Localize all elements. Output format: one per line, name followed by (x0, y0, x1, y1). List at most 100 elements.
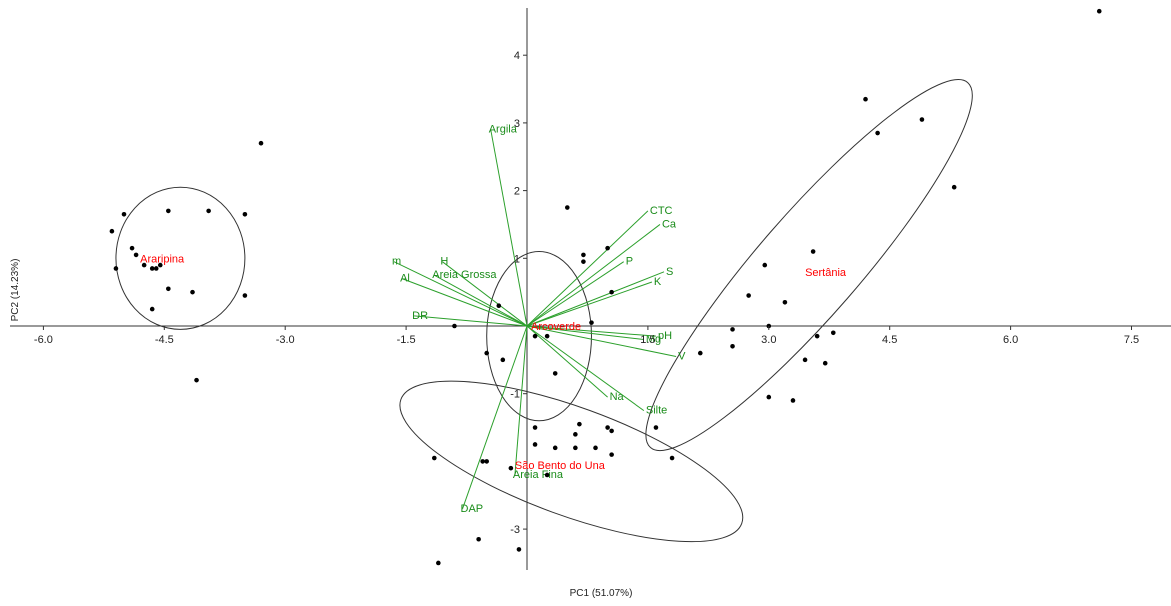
data-point (919, 117, 925, 122)
data-point (730, 327, 735, 332)
data-point (109, 228, 115, 234)
group-label-sao-bento-do-una: São Bento do Una (515, 460, 606, 472)
data-point (452, 323, 457, 329)
x-tick-label: 3.0 (761, 334, 776, 346)
data-point (802, 357, 808, 363)
vector-label-areia-grossa: Areia Grossa (432, 269, 497, 281)
x-tick-label: 6.0 (1003, 334, 1018, 346)
data-point (589, 320, 594, 325)
vector-label-mg: Mg (646, 334, 661, 346)
ellipse-sertania (645, 79, 973, 452)
y-axis-label: PC2 (14.23%) (10, 259, 21, 322)
ellipse-sao-bento-do-una (399, 380, 744, 543)
data-point (653, 425, 659, 430)
vector-p (526, 261, 624, 327)
data-point (762, 262, 768, 268)
y-tick-label: -3 (510, 524, 520, 536)
vector-dr (414, 315, 528, 327)
data-point (480, 459, 485, 464)
data-point (133, 252, 139, 258)
x-tick-label: -1.5 (397, 334, 416, 346)
data-point (516, 547, 522, 552)
vector-na (526, 325, 608, 398)
data-point (609, 428, 614, 434)
data-point (532, 425, 538, 430)
data-point (782, 300, 788, 305)
data-point (258, 140, 264, 146)
data-point (746, 293, 751, 298)
y-tick-label: 4 (514, 50, 520, 62)
vector-label-s: S (666, 266, 673, 278)
vector-label-v: V (678, 350, 686, 362)
x-tick-label: 7.5 (1124, 334, 1139, 346)
vector-h (442, 261, 528, 327)
data-point (605, 245, 610, 251)
vector-label-ca: Ca (662, 218, 677, 230)
data-point (766, 394, 772, 400)
data-point (484, 459, 490, 464)
vector-label-na: Na (610, 391, 625, 403)
data-point (669, 455, 675, 461)
y-tick-label: 1 (514, 253, 520, 265)
data-point (577, 421, 582, 427)
vector-ph (526, 325, 656, 337)
vector-label-silte: Silte (646, 405, 667, 417)
group-label-araripina: Araripina (140, 253, 185, 265)
data-point (573, 445, 578, 451)
data-point (552, 445, 558, 451)
vector-mg (526, 325, 644, 341)
vector-label-p: P (626, 256, 633, 268)
vector-argila (490, 129, 528, 327)
data-point (496, 303, 502, 308)
data-point (544, 333, 550, 339)
data-point (508, 465, 514, 471)
data-point (149, 306, 155, 312)
data-point (153, 266, 159, 271)
data-point (822, 360, 828, 366)
data-point (830, 330, 836, 336)
x-tick-label: -3.0 (276, 334, 295, 346)
x-tick-label: 4.5 (882, 334, 897, 346)
data-point (166, 208, 171, 214)
ellipse-arcoverde (486, 251, 592, 422)
data-point (141, 262, 147, 268)
data-point (814, 333, 820, 339)
y-tick-label: 2 (514, 186, 520, 198)
data-point (581, 252, 586, 258)
vector-label-argila: Argila (489, 124, 518, 136)
data-point (484, 350, 490, 356)
data-point (166, 286, 171, 292)
data-point (609, 289, 614, 295)
data-point (476, 536, 481, 542)
vector-label-h: H (440, 256, 448, 268)
vector-dap (462, 325, 528, 509)
vector-label-k: K (654, 276, 662, 288)
vector-ca (526, 224, 661, 327)
vector-areia-grossa (434, 274, 528, 327)
vector-label-areia-fina: Areia Fina (513, 469, 564, 481)
vector-label-m: m (392, 256, 401, 268)
data-point (190, 289, 195, 295)
vector-s (526, 271, 665, 327)
data-point (500, 357, 506, 363)
vector-label-dr: DR (412, 310, 428, 322)
data-point (149, 266, 155, 271)
group-ellipses (115, 79, 973, 543)
data-point (951, 184, 957, 190)
x-tick-label: -4.5 (155, 334, 174, 346)
x-tick-label: -6.0 (34, 334, 53, 346)
data-point (573, 432, 578, 437)
data-point (242, 293, 248, 298)
data-point (552, 371, 558, 376)
vector-label-ctc: CTC (650, 205, 673, 217)
data-point (605, 425, 610, 430)
data-point (875, 130, 880, 136)
y-tick-label: 3 (514, 118, 520, 130)
x-axis-label: PC1 (51.07%) (570, 588, 633, 599)
group-labels: Araripina Arcoverde Sertânia São Bento do U… (140, 253, 847, 471)
data-point (121, 211, 127, 217)
data-point (532, 442, 538, 447)
